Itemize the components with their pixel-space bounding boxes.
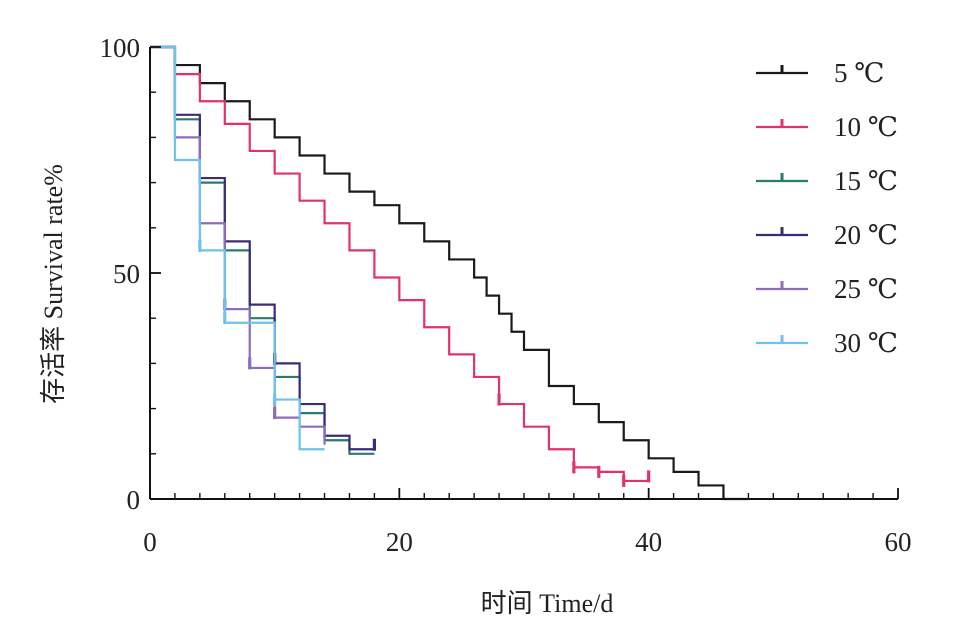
- series-line-2: [150, 45, 375, 455]
- series-line-4: [150, 45, 326, 445]
- series-line-3: [150, 45, 375, 451]
- y-tick-label: 100: [100, 33, 141, 63]
- legend-item-0: 5 ℃: [756, 58, 884, 88]
- x-tick-label: 40: [635, 527, 662, 557]
- series-3: [150, 45, 376, 451]
- axes: 0 20 40 60 0 50 100: [100, 33, 912, 557]
- series-line-5: [150, 45, 325, 451]
- x-tick-label: 0: [143, 527, 157, 557]
- x-axis-label: 时间 Time/d: [481, 589, 614, 618]
- series-line-1: [150, 45, 649, 483]
- y-tick-label: 0: [127, 485, 141, 515]
- x-tick-label: 20: [386, 527, 413, 557]
- legend-label-0: 5 ℃: [834, 58, 884, 88]
- series-0: [150, 45, 749, 501]
- y-tick-label: 50: [113, 259, 140, 289]
- legend-label-3: 20 ℃: [834, 220, 898, 250]
- legend-item-2: 15 ℃: [756, 166, 898, 196]
- series-1: [150, 45, 651, 487]
- legend: 5 ℃ 10 ℃ 15 ℃ 20 ℃ 25 ℃ 30 ℃: [756, 58, 898, 358]
- legend-item-1: 10 ℃: [756, 112, 898, 142]
- legend-label-4: 25 ℃: [834, 274, 898, 304]
- series-4: [150, 45, 326, 445]
- legend-label-1: 10 ℃: [834, 112, 898, 142]
- legend-label-2: 15 ℃: [834, 166, 898, 196]
- series-5: [150, 45, 325, 451]
- series-2: [150, 45, 375, 455]
- legend-item-4: 25 ℃: [756, 274, 898, 304]
- x-tick-label: 60: [885, 527, 912, 557]
- legend-item-5: 30 ℃: [756, 328, 898, 358]
- legend-label-5: 30 ℃: [834, 328, 898, 358]
- plot-lines: [150, 45, 749, 501]
- y-axis-label: 存活率 Survival rate%: [39, 164, 68, 404]
- legend-item-3: 20 ℃: [756, 220, 898, 250]
- series-line-0: [150, 45, 749, 501]
